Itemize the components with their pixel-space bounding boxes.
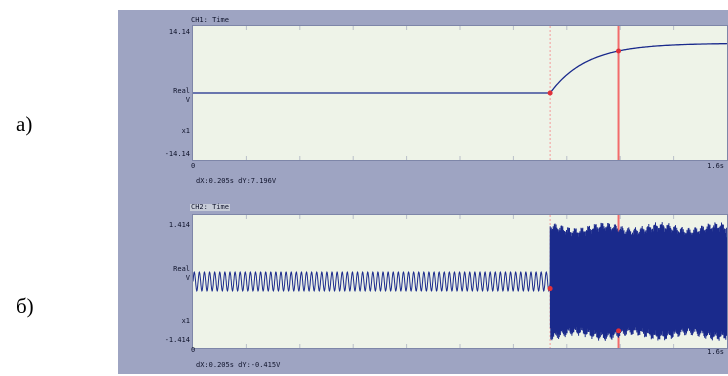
cursor-marker-ch1 — [616, 48, 622, 54]
plot-area-ch1[interactable] — [192, 25, 728, 161]
cursor-readout-ch2: dX:0.205s dY:-0.415V — [196, 361, 281, 369]
x-start-label-ch1: 0 — [191, 162, 196, 170]
y-bottom-label-ch1: -14.14 — [164, 150, 190, 158]
y-scale-label-ch2: x1 — [181, 317, 190, 325]
trace-ch2 — [193, 222, 727, 341]
cursor-readout-ch1: dX:0.205s dY:7.196V — [196, 177, 277, 185]
x-start-label-ch2: 0 — [191, 346, 196, 354]
label-a: а) — [16, 112, 33, 136]
y-scale-label-ch1: x1 — [181, 127, 190, 135]
cursor-marker-ch2 — [616, 328, 622, 334]
x-end-label-ch1: 1.6s — [707, 162, 724, 170]
oscilloscope-panel-ch1: CH1: Time 14.14 Real V x1 -14.14 0 1.6s … — [118, 10, 728, 196]
trace-ch1 — [193, 42, 727, 94]
y-top-label-ch2: 1.414 — [168, 221, 190, 229]
cursor-marker-ch2 — [547, 286, 553, 292]
cursor-marker-ch1 — [547, 90, 553, 96]
y-mid-label-ch1: Real — [173, 87, 190, 95]
oscilloscope-panel-ch2: CH2: Time 1.414 Real V x1 -1.414 0 1.6s … — [118, 196, 728, 374]
panel-title-ch1: CH1: Time — [191, 16, 229, 24]
y-top-label-ch1: 14.14 — [168, 28, 190, 36]
plot-area-ch2[interactable] — [192, 214, 728, 349]
waveform-ch1 — [193, 26, 727, 160]
y-unit-label-ch1: V — [185, 96, 190, 104]
waveform-ch2 — [193, 215, 727, 348]
y-mid-label-ch2: Real — [173, 265, 190, 273]
x-end-label-ch2: 1.6s — [707, 348, 724, 356]
y-unit-label-ch2: V — [185, 274, 190, 282]
label-b: б) — [16, 294, 34, 318]
panel-title-ch2[interactable]: CH2: Time — [190, 203, 230, 211]
y-bottom-label-ch2: -1.414 — [164, 336, 190, 344]
